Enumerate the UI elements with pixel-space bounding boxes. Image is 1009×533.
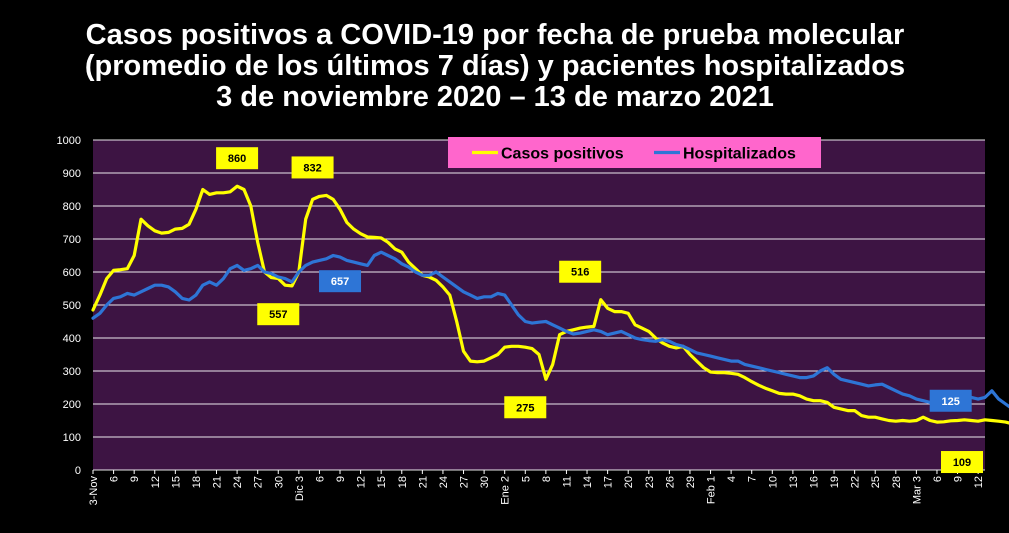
x-tick-label: 6: [314, 476, 326, 482]
x-tick-label: Ene 2: [500, 476, 512, 505]
casos-data-label: 557: [257, 303, 300, 326]
x-tick-label: Dic 3: [294, 476, 306, 501]
casos-data-label: 516: [559, 260, 602, 283]
x-tick-label: 18: [191, 476, 203, 488]
x-tick-label: 4: [726, 476, 738, 482]
data-label-text: 516: [571, 267, 589, 279]
x-tick-label: 9: [335, 476, 347, 482]
x-tick-label: Mar 3: [911, 476, 923, 504]
x-tick-label: 9: [953, 476, 965, 482]
x-tick-label: 22: [850, 476, 862, 488]
x-tick-label: 21: [417, 476, 429, 488]
data-label-box: [929, 389, 972, 412]
title-line-2: (promedio de los últimos 7 días) y pacie…: [84, 50, 906, 82]
x-tick-label: 27: [459, 476, 471, 488]
x-tick-label: 25: [870, 476, 882, 488]
legend-label: Hospitalizados: [683, 146, 796, 163]
data-label-text: 109: [953, 457, 971, 469]
y-tick-label: 600: [63, 267, 81, 279]
y-tick-label: 0: [75, 465, 81, 477]
x-tick-label: 3-Nov: [88, 476, 100, 506]
casos-data-label: 275: [504, 396, 547, 419]
casos-data-label: 832: [291, 156, 334, 179]
x-tick-label: 12: [973, 476, 985, 488]
data-label-box: [257, 303, 300, 326]
x-tick-label: 7: [747, 476, 759, 482]
x-tick-label: 16: [808, 476, 820, 488]
x-tick-label: 30: [273, 476, 285, 488]
x-tick-label: 12: [150, 476, 162, 488]
hospitalizados-line: [91, 250, 1009, 409]
x-tick-label: 5: [520, 476, 532, 482]
y-tick-label: 900: [63, 168, 81, 180]
data-label-box: [319, 270, 362, 293]
y-tick-label: 400: [63, 333, 81, 345]
hosp-data-label: 657: [319, 270, 362, 293]
data-label-text: 125: [942, 396, 960, 408]
data-label-box: [504, 396, 547, 419]
x-tick-label: 24: [438, 476, 450, 488]
title-line-1: Casos positivos a COVID-19 por fecha de …: [85, 19, 905, 51]
title-line-3: 3 de noviembre 2020 – 13 de marzo 2021: [216, 81, 774, 113]
x-tick-label: 12: [356, 476, 368, 488]
y-tick-label: 700: [63, 234, 81, 246]
y-tick-label: 200: [63, 399, 81, 411]
x-tick-label: 9: [129, 476, 141, 482]
data-label-text: 657: [331, 276, 349, 288]
x-tick-label: 23: [644, 476, 656, 488]
x-tick-label: 30: [479, 476, 491, 488]
x-tick-label: 17: [603, 476, 615, 488]
x-tick-label: 15: [376, 476, 388, 488]
chart-title: Casos positivos a COVID-19 por fecha de …: [0, 20, 990, 113]
x-tick-label: 20: [623, 476, 635, 488]
x-tick-label: 10: [767, 476, 779, 488]
y-tick-label: 1000: [57, 135, 81, 147]
y-tick-label: 500: [63, 300, 81, 312]
hosp-data-label: 125: [929, 389, 972, 412]
casos-data-label: 109: [941, 451, 983, 474]
data-label-text: 275: [516, 402, 534, 414]
x-tick-label: 28: [891, 476, 903, 488]
x-tick-label: 13: [788, 476, 800, 488]
data-label-text: 860: [228, 153, 246, 165]
y-tick-label: 300: [63, 366, 81, 378]
x-tick-label: 11: [561, 476, 573, 487]
data-label-box: [559, 260, 602, 283]
data-label-box: [941, 451, 983, 474]
x-tick-label: 6: [932, 476, 944, 482]
x-tick-label: 8: [541, 476, 553, 482]
x-tick-label: 19: [829, 476, 841, 488]
x-tick-label: 14: [582, 476, 594, 488]
x-tick-label: 18: [397, 476, 409, 488]
y-tick-label: 100: [63, 432, 81, 444]
data-label-box: [291, 156, 334, 179]
x-tick-label: Feb 1: [706, 476, 718, 504]
legend-box: [448, 137, 821, 168]
data-label-text: 832: [303, 162, 321, 174]
y-tick-label: 800: [63, 201, 81, 213]
legend-label: Casos positivos: [501, 146, 624, 163]
casos-positivos-line: [91, 184, 1009, 425]
x-tick-label: 24: [232, 476, 244, 488]
x-tick-label: 21: [212, 476, 224, 488]
x-tick-label: 27: [253, 476, 265, 488]
x-tick-label: 15: [170, 476, 182, 488]
x-tick-label: 26: [664, 476, 676, 488]
data-label-text: 557: [269, 309, 287, 321]
data-label-box: [216, 147, 259, 170]
x-tick-label: 6: [109, 476, 121, 482]
casos-data-label: 860: [216, 147, 259, 170]
x-tick-label: 29: [685, 476, 697, 488]
